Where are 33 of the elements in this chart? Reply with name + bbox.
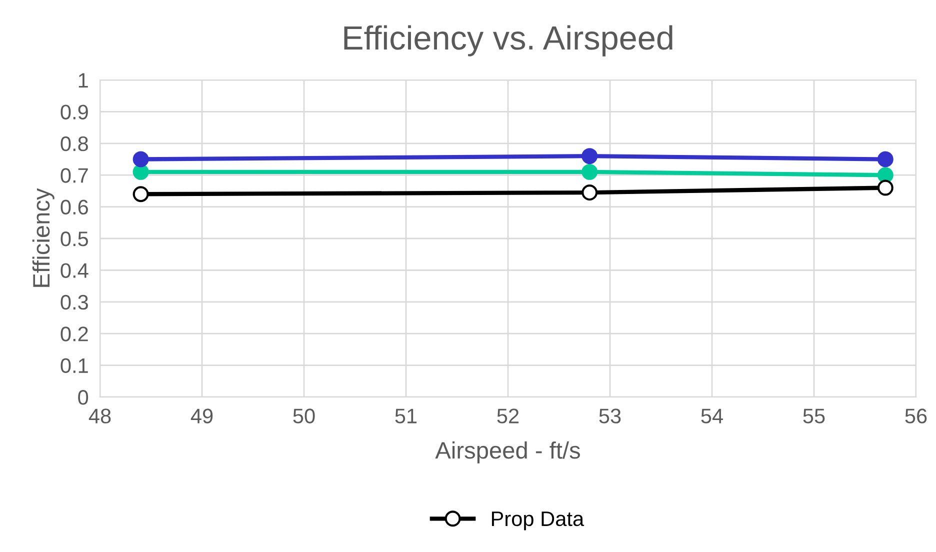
point [582,148,598,164]
x-tick-label: 48 [88,408,111,424]
y-tick-label: 0.6 [60,200,88,215]
y-tick-label: 0.3 [60,294,88,310]
x-tick-label: 52 [497,408,519,424]
x-tick-label: 54 [701,408,723,424]
y-tick-label: 0.7 [60,168,88,183]
x-tick-label: 50 [293,408,315,424]
x-tick-label: 53 [599,408,621,424]
point [132,186,149,202]
point [132,164,149,180]
x-tick-label: 51 [395,408,417,424]
y-tick-label: 1 [78,73,88,88]
y-tick-label: 0.9 [60,104,88,120]
y-tick-label: 0.4 [60,263,88,278]
y-tick-label: 0.2 [60,326,88,342]
point [877,180,894,196]
legend-label: Prop Data [492,512,584,530]
x-tick-label: 49 [190,408,213,424]
point [877,151,894,168]
y-tick-label: 0 [78,390,88,405]
point [582,184,598,201]
x-tick-label: 55 [803,408,825,424]
point [582,164,598,180]
y-axis-title: Efficiency [32,188,54,287]
x-tick-label: 56 [905,408,927,424]
y-tick-label: 0.5 [60,232,88,246]
y-tick-label: 0.1 [60,358,88,374]
x-axis-title: Airspeed - ft/s [435,441,580,464]
point [132,151,149,168]
point [877,167,894,184]
y-tick-label: 0.8 [60,136,88,152]
chart-title: Efficiency vs. Airspeed [344,25,672,56]
